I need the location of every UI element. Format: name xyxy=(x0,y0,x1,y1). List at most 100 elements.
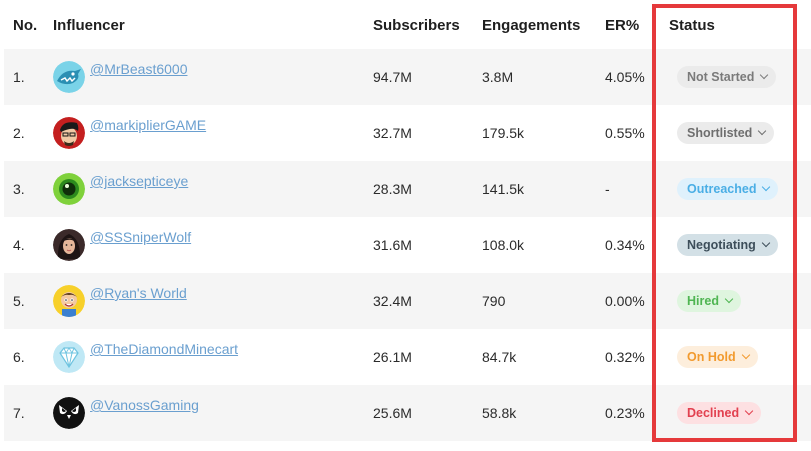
status-dropdown[interactable]: Outreached xyxy=(677,178,779,200)
header-er[interactable]: ER% xyxy=(605,17,640,34)
header-status[interactable]: Status xyxy=(669,17,715,34)
table-row[interactable]: 1. @MrBeast6000 94.7M 3.8M 4.05% Not Started xyxy=(4,49,811,105)
table-row[interactable]: 6. @TheDiamondMinecart 26.1M 84.7k 0.32% On H… xyxy=(4,329,811,385)
influencer-cell: @VanossGaming xyxy=(53,385,199,441)
influencer-cell: @SSSniperWolf xyxy=(53,217,191,273)
er-value: 0.34% xyxy=(605,237,645,253)
chevron-down-icon xyxy=(762,182,771,192)
row-number: 4. xyxy=(13,237,25,253)
row-number: 7. xyxy=(13,405,25,421)
status-label: On Hold xyxy=(687,350,736,364)
subscribers-value: 94.7M xyxy=(373,69,412,85)
er-value: - xyxy=(605,181,610,197)
subscribers-value: 28.3M xyxy=(373,181,412,197)
row-number: 2. xyxy=(13,125,25,141)
influencer-handle-link[interactable]: @VanossGaming xyxy=(90,397,199,413)
status-dropdown[interactable]: Hired xyxy=(677,290,741,312)
er-value: 0.00% xyxy=(605,293,645,309)
status-cell: Shortlisted xyxy=(677,105,775,161)
avatar[interactable] xyxy=(53,61,85,93)
face-icon xyxy=(53,117,85,149)
table-row[interactable]: 5. @Ryan's World 32.4M 790 0.00% Hired xyxy=(4,273,811,329)
status-label: Hired xyxy=(687,294,719,308)
status-dropdown[interactable]: Negotiating xyxy=(677,234,778,256)
avatar[interactable] xyxy=(53,397,85,429)
influencer-handle-link[interactable]: @Ryan's World xyxy=(90,285,187,301)
influencer-handle-link[interactable]: @TheDiamondMinecart xyxy=(90,341,239,357)
eye-icon xyxy=(53,173,85,205)
engagements-value: 108.0k xyxy=(482,237,525,253)
chevron-down-icon xyxy=(760,70,769,80)
chevron-down-icon xyxy=(724,294,734,304)
subscribers-value: 25.6M xyxy=(373,405,412,421)
chevron-down-icon xyxy=(741,350,750,360)
avatar[interactable] xyxy=(53,173,85,205)
status-dropdown[interactable]: On Hold xyxy=(677,346,758,368)
table-body: 1. @MrBeast6000 94.7M 3.8M 4.05% Not Started 2… xyxy=(4,49,811,441)
table-row[interactable]: 7. @VanossGaming 25.6M 58.8k 0.23% Declined xyxy=(4,385,811,441)
status-cell: On Hold xyxy=(677,329,758,385)
portrait-icon xyxy=(53,229,85,261)
er-value: 0.23% xyxy=(605,405,645,421)
er-value: 0.55% xyxy=(605,125,645,141)
status-label: Shortlisted xyxy=(687,126,753,140)
subscribers-value: 32.4M xyxy=(373,293,412,309)
table-row[interactable]: 4. @SSSniperWolf 31.6M 108.0k 0.34% Negotiati… xyxy=(4,217,811,273)
status-label: Not Started xyxy=(687,70,755,84)
subscribers-value: 26.1M xyxy=(373,349,412,365)
influencer-cell: @Ryan's World xyxy=(53,273,187,329)
influencer-cell: @TheDiamondMinecart xyxy=(53,329,238,385)
influencer-handle-link[interactable]: @markiplierGAME xyxy=(90,117,207,133)
header-subscribers[interactable]: Subscribers xyxy=(373,17,460,34)
status-cell: Hired xyxy=(677,273,741,329)
chevron-down-icon xyxy=(744,406,754,416)
er-value: 0.32% xyxy=(605,349,645,365)
influencer-table: No. Influencer Subscribers Engagements E… xyxy=(4,0,811,441)
table-row[interactable]: 2. @markiplierGAME 32.7M 179.5k 0.55% Shortli… xyxy=(4,105,811,161)
engagements-value: 790 xyxy=(482,293,506,309)
status-label: Declined xyxy=(687,406,740,420)
row-number: 6. xyxy=(13,349,25,365)
status-dropdown[interactable]: Declined xyxy=(677,402,762,424)
row-number: 3. xyxy=(13,181,25,197)
engagements-value: 84.7k xyxy=(482,349,517,365)
row-number: 1. xyxy=(13,69,25,85)
shark-icon xyxy=(53,61,85,93)
engagements-value: 141.5k xyxy=(482,181,525,197)
avatar[interactable] xyxy=(53,341,85,373)
subscribers-value: 31.6M xyxy=(373,237,412,253)
avatar[interactable] xyxy=(53,229,85,261)
chevron-down-icon xyxy=(758,126,767,136)
subscribers-value: 32.7M xyxy=(373,125,412,141)
status-label: Negotiating xyxy=(687,238,756,252)
engagements-value: 3.8M xyxy=(482,69,514,85)
row-number: 5. xyxy=(13,293,25,309)
er-value: 4.05% xyxy=(605,69,645,85)
table-row[interactable]: 3. @jacksepticeye 28.3M 141.5k - Outreached xyxy=(4,161,811,217)
header-no: No. xyxy=(13,17,38,34)
influencer-cell: @MrBeast6000 xyxy=(53,49,187,105)
status-dropdown[interactable]: Not Started xyxy=(677,66,777,88)
owl-icon xyxy=(53,397,85,429)
avatar[interactable] xyxy=(53,285,85,317)
influencer-cell: @markiplierGAME xyxy=(53,105,206,161)
status-cell: Declined xyxy=(677,385,762,441)
table-header: No. Influencer Subscribers Engagements E… xyxy=(4,0,811,49)
influencer-handle-link[interactable]: @SSSniperWolf xyxy=(90,229,192,245)
header-influencer[interactable]: Influencer xyxy=(53,17,125,34)
influencer-handle-link[interactable]: @MrBeast6000 xyxy=(90,61,188,77)
chevron-down-icon xyxy=(761,238,770,248)
status-cell: Negotiating xyxy=(677,217,778,273)
diamond-icon xyxy=(53,341,85,373)
status-dropdown[interactable]: Shortlisted xyxy=(677,122,775,144)
avatar[interactable] xyxy=(53,117,85,149)
cartoon-icon xyxy=(53,285,85,317)
status-cell: Not Started xyxy=(677,49,777,105)
influencer-handle-link[interactable]: @jacksepticeye xyxy=(90,173,189,189)
influencer-cell: @jacksepticeye xyxy=(53,161,188,217)
engagements-value: 58.8k xyxy=(482,405,517,421)
status-cell: Outreached xyxy=(677,161,779,217)
engagements-value: 179.5k xyxy=(482,125,525,141)
status-label: Outreached xyxy=(687,182,757,196)
header-engagements[interactable]: Engagements xyxy=(482,17,581,34)
